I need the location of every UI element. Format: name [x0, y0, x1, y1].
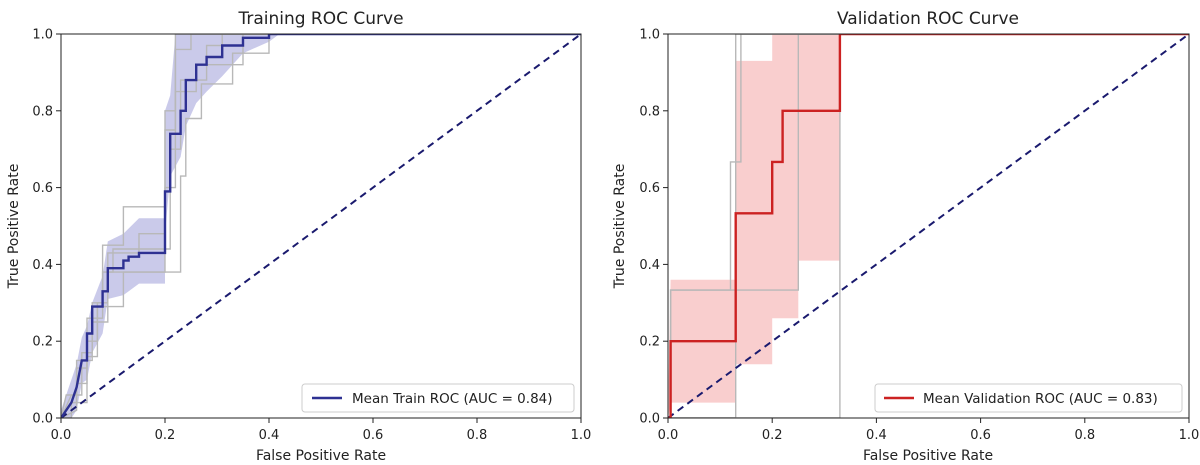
x-tick-label: 0.0: [658, 428, 679, 443]
mean-curve-layer: [61, 34, 581, 418]
y-axis-ticks: 0.0 0.2 0.4 0.6 0.8 1.0: [32, 28, 61, 427]
fold-curve-2: [61, 34, 581, 418]
x-tick-label: 0.4: [259, 428, 280, 443]
x-tick-label: 0.6: [970, 428, 991, 443]
x-axis-ticks: 0.0 0.2 0.4 0.6 0.8 1.0: [51, 418, 592, 443]
x-tick-label: 1.0: [571, 428, 592, 443]
std-band-layer: [668, 34, 1189, 418]
axes-frame: [667, 33, 1190, 419]
chart-title: Validation ROC Curve: [837, 9, 1019, 29]
legend: Mean Validation ROC (AUC = 0.83): [874, 383, 1183, 413]
x-tick-label: 0.4: [866, 428, 887, 443]
x-tick-label: 0.0: [51, 428, 72, 443]
x-tick-label: 0.6: [363, 428, 384, 443]
y-tick-label: 0.6: [639, 181, 660, 196]
y-tick-label: 0.2: [32, 335, 53, 350]
mean-curve-layer: [668, 34, 1189, 418]
x-tick-label: 1.0: [1179, 428, 1200, 443]
fold-curve-4: [668, 34, 1189, 418]
y-tick-label: 0.0: [32, 412, 53, 427]
y-tick-label: 0.8: [639, 104, 660, 119]
y-tick-label: 0.6: [32, 181, 53, 196]
y-tick-label: 1.0: [32, 28, 53, 43]
x-tick-label: 0.2: [762, 428, 783, 443]
x-axis-label: False Positive Rate: [256, 448, 386, 464]
y-tick-label: 0.8: [32, 104, 53, 119]
fold-curve-3: [61, 34, 581, 418]
legend-label: Mean Train ROC (AUC = 0.84): [352, 391, 553, 407]
mean-roc-curve: [61, 34, 581, 418]
y-tick-label: 1.0: [639, 28, 660, 43]
y-axis-label: True Positive Rate: [6, 164, 22, 290]
legend-box: [301, 383, 575, 413]
chart-title: Training ROC Curve: [237, 9, 403, 29]
std-band: [668, 34, 1189, 418]
x-tick-label: 0.8: [1074, 428, 1095, 443]
mean-roc-curve: [668, 34, 1189, 418]
y-tick-label: 0.4: [32, 258, 53, 273]
y-axis-ticks: 0.0 0.2 0.4 0.6 0.8 1.0: [639, 28, 668, 427]
legend-label: Mean Validation ROC (AUC = 0.83): [923, 391, 1158, 407]
fold-curve-3: [668, 34, 1189, 418]
y-tick-label: 0.2: [639, 335, 660, 350]
x-tick-label: 0.2: [155, 428, 176, 443]
x-tick-label: 0.8: [467, 428, 488, 443]
legend-box: [874, 383, 1183, 413]
y-tick-label: 0.0: [639, 412, 660, 427]
legend: Mean Train ROC (AUC = 0.84): [301, 383, 575, 413]
y-axis-label: True Positive Rate: [612, 164, 628, 290]
y-tick-label: 0.4: [639, 258, 660, 273]
x-axis-label: False Positive Rate: [863, 448, 993, 464]
training-roc-panel: Training ROC Curve 0.0 0.2 0.4 0.6 0.8 1.0 0.…: [6, 9, 591, 464]
plot-area: [667, 33, 1190, 419]
validation-roc-panel: Validation ROC Curve 0.0 0.2 0.4 0.6 0.8 1.0 …: [612, 9, 1199, 464]
plot-area: [60, 33, 582, 419]
x-axis-ticks: 0.0 0.2 0.4 0.6 0.8 1.0: [658, 418, 1200, 443]
axes-frame: [60, 33, 582, 419]
